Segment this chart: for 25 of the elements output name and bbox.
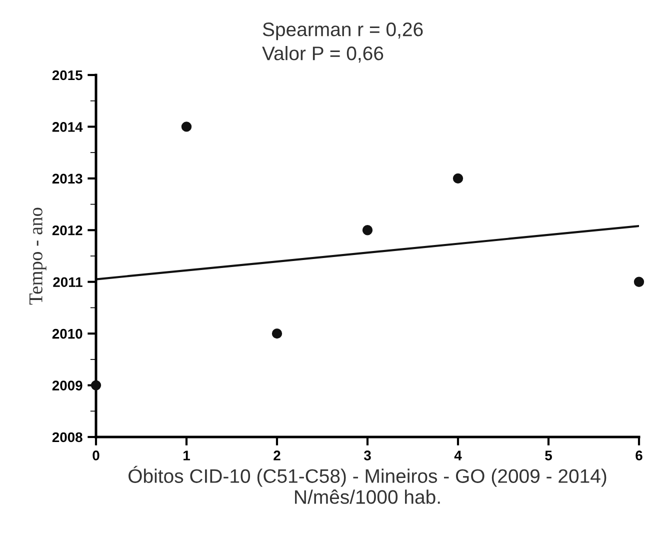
- point: [90, 380, 102, 390]
- y-tick-label: 2009: [52, 380, 82, 390]
- point: [634, 276, 644, 287]
- text: Spearman r = 0,26: [262, 22, 423, 40]
- x-tick-label: 4: [454, 450, 462, 460]
- point: [181, 122, 192, 132]
- x-tick-label: 1: [184, 450, 190, 460]
- y-tick-label: 2014: [52, 122, 83, 132]
- y-axis-title: Tempo - ano: [29, 208, 46, 305]
- point: [452, 173, 464, 184]
- y-tick-label: 2008: [52, 432, 82, 442]
- y-tick-label: 2011: [53, 277, 82, 288]
- x-tick-label: 2: [274, 450, 280, 460]
- y-tick-label: 2012: [52, 225, 82, 236]
- y-tick-label: 2010: [52, 328, 82, 339]
- y-tick-label: 2013: [52, 174, 82, 184]
- text: Valor P = 0,66: [262, 46, 384, 63]
- point: [272, 328, 282, 339]
- x-tick-label: 5: [545, 450, 552, 460]
- x-tick-label: 3: [364, 450, 371, 460]
- point: [362, 225, 373, 236]
- x-axis-title: Óbitos CID-10 (C51-C58) - Mineiros - GO (2009 - 2014) N/mês/1000 hab.: [128, 466, 606, 504]
- x-tick-label: 6: [636, 450, 642, 460]
- x-tick-label: 0: [92, 450, 100, 460]
- y-tick-label: 2015: [52, 70, 82, 80]
